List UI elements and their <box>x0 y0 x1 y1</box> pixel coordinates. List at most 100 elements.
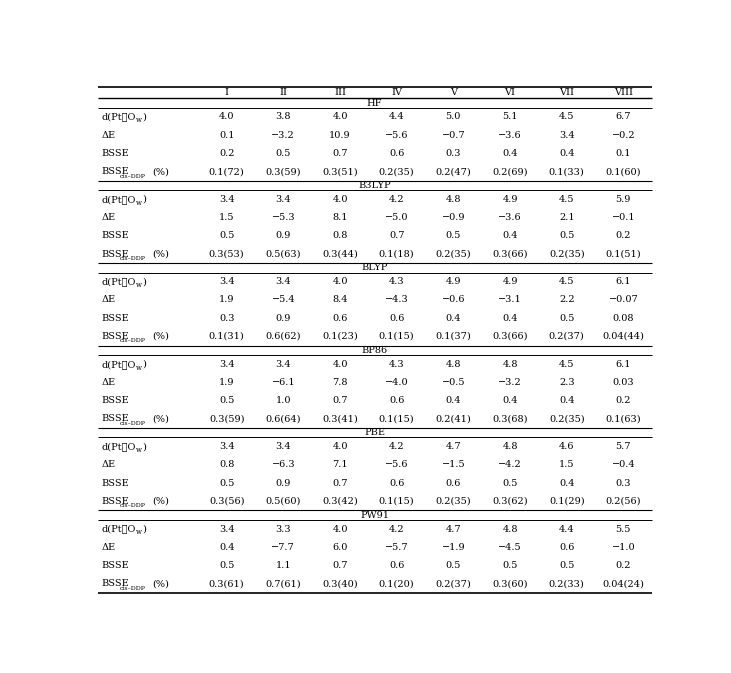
Text: 0.6: 0.6 <box>389 396 404 405</box>
Text: 0.2(35): 0.2(35) <box>436 497 471 506</box>
Text: ): ) <box>143 195 146 204</box>
Text: 4.3: 4.3 <box>389 359 404 369</box>
Text: 4.7: 4.7 <box>445 524 461 534</box>
Text: 0.1(72): 0.1(72) <box>209 167 245 176</box>
Text: 3.4: 3.4 <box>219 359 235 369</box>
Text: −0.9: −0.9 <box>442 213 465 222</box>
Text: −4.0: −4.0 <box>385 378 409 387</box>
Text: 0.3(51): 0.3(51) <box>322 167 357 176</box>
Text: (%): (%) <box>152 250 169 258</box>
Text: BSSE: BSSE <box>102 561 129 570</box>
Text: −3.6: −3.6 <box>499 131 522 140</box>
Text: 0.6(64): 0.6(64) <box>265 415 301 423</box>
Text: 0.5: 0.5 <box>502 479 518 487</box>
Text: PW91: PW91 <box>360 511 389 520</box>
Text: 4.0: 4.0 <box>333 195 348 204</box>
Text: −5.6: −5.6 <box>385 460 409 469</box>
Text: −1.5: −1.5 <box>442 460 465 469</box>
Text: −4.3: −4.3 <box>385 295 409 304</box>
Text: 0.1(15): 0.1(15) <box>379 497 414 506</box>
Text: −4.5: −4.5 <box>499 542 522 552</box>
Text: B3LYP: B3LYP <box>358 181 391 190</box>
Text: ΔE: ΔE <box>102 131 115 140</box>
Text: 3.8: 3.8 <box>276 112 291 121</box>
Text: 0.7(61): 0.7(61) <box>265 579 301 588</box>
Text: 0.3(60): 0.3(60) <box>492 579 528 588</box>
Text: 4.9: 4.9 <box>502 277 518 286</box>
Text: 0.7: 0.7 <box>333 396 348 405</box>
Text: 0.3(68): 0.3(68) <box>492 415 528 423</box>
Text: 0.5: 0.5 <box>559 232 575 240</box>
Text: 0.4: 0.4 <box>559 396 575 405</box>
Text: ): ) <box>143 359 146 369</box>
Text: 0.2: 0.2 <box>616 396 631 405</box>
Text: 0.9: 0.9 <box>276 479 291 487</box>
Text: 0.1(33): 0.1(33) <box>549 167 585 176</box>
Text: 4.9: 4.9 <box>502 195 518 204</box>
Text: BSSE: BSSE <box>102 415 129 423</box>
Text: d(Pt⋯O: d(Pt⋯O <box>102 277 136 286</box>
Text: 0.3(44): 0.3(44) <box>322 250 358 258</box>
Text: BSSE: BSSE <box>102 497 129 506</box>
Text: 4.8: 4.8 <box>446 195 461 204</box>
Text: 0.1(18): 0.1(18) <box>379 250 414 258</box>
Text: 0.5: 0.5 <box>219 561 235 570</box>
Text: 0.3: 0.3 <box>219 314 235 323</box>
Text: −5.0: −5.0 <box>385 213 409 222</box>
Text: −5.7: −5.7 <box>385 542 409 552</box>
Text: 4.0: 4.0 <box>333 359 348 369</box>
Text: 0.6: 0.6 <box>389 149 404 158</box>
Text: 4.2: 4.2 <box>389 442 404 451</box>
Text: −0.6: −0.6 <box>442 295 465 304</box>
Text: ΔE: ΔE <box>102 213 115 222</box>
Text: 4.4: 4.4 <box>559 524 575 534</box>
Text: 8.1: 8.1 <box>333 213 348 222</box>
Text: 0.6: 0.6 <box>559 542 575 552</box>
Text: 7.1: 7.1 <box>332 460 348 469</box>
Text: BSSE: BSSE <box>102 232 129 240</box>
Text: 0.8: 0.8 <box>333 232 348 240</box>
Text: BSSE: BSSE <box>102 332 129 341</box>
Text: 0.3(59): 0.3(59) <box>265 167 301 176</box>
Text: 4.4: 4.4 <box>389 112 404 121</box>
Text: cis–DDP: cis–DDP <box>120 586 145 591</box>
Text: 0.4: 0.4 <box>502 232 518 240</box>
Text: 0.2(37): 0.2(37) <box>436 579 471 588</box>
Text: 10.9: 10.9 <box>329 131 351 140</box>
Text: −6.3: −6.3 <box>271 460 295 469</box>
Text: 1.5: 1.5 <box>559 460 575 469</box>
Text: IV: IV <box>391 88 402 97</box>
Text: 4.5: 4.5 <box>559 277 575 286</box>
Text: 2.1: 2.1 <box>559 213 575 222</box>
Text: 2.3: 2.3 <box>559 378 575 387</box>
Text: 0.4: 0.4 <box>502 149 518 158</box>
Text: 0.2(41): 0.2(41) <box>436 415 471 423</box>
Text: cis–DDP: cis–DDP <box>120 174 145 178</box>
Text: 0.3: 0.3 <box>616 479 631 487</box>
Text: 6.0: 6.0 <box>333 542 348 552</box>
Text: 5.1: 5.1 <box>502 112 518 121</box>
Text: 0.5: 0.5 <box>276 149 291 158</box>
Text: ): ) <box>143 524 146 534</box>
Text: III: III <box>334 88 346 97</box>
Text: 0.5: 0.5 <box>559 314 575 323</box>
Text: BSSE: BSSE <box>102 314 129 323</box>
Text: 6.1: 6.1 <box>616 277 631 286</box>
Text: cis–DDP: cis–DDP <box>120 421 145 426</box>
Text: 3.4: 3.4 <box>219 277 235 286</box>
Text: BSSE: BSSE <box>102 579 129 588</box>
Text: (%): (%) <box>152 167 169 176</box>
Text: 0.4: 0.4 <box>559 479 575 487</box>
Text: 5.7: 5.7 <box>616 442 631 451</box>
Text: (%): (%) <box>152 497 169 506</box>
Text: 4.5: 4.5 <box>559 195 575 204</box>
Text: 4.6: 4.6 <box>559 442 575 451</box>
Text: 0.7: 0.7 <box>333 561 348 570</box>
Text: −0.2: −0.2 <box>612 131 635 140</box>
Text: 0.3: 0.3 <box>446 149 461 158</box>
Text: 3.4: 3.4 <box>219 195 235 204</box>
Text: −5.6: −5.6 <box>385 131 409 140</box>
Text: 0.2(35): 0.2(35) <box>549 250 585 258</box>
Text: 3.4: 3.4 <box>219 442 235 451</box>
Text: −4.2: −4.2 <box>498 460 522 469</box>
